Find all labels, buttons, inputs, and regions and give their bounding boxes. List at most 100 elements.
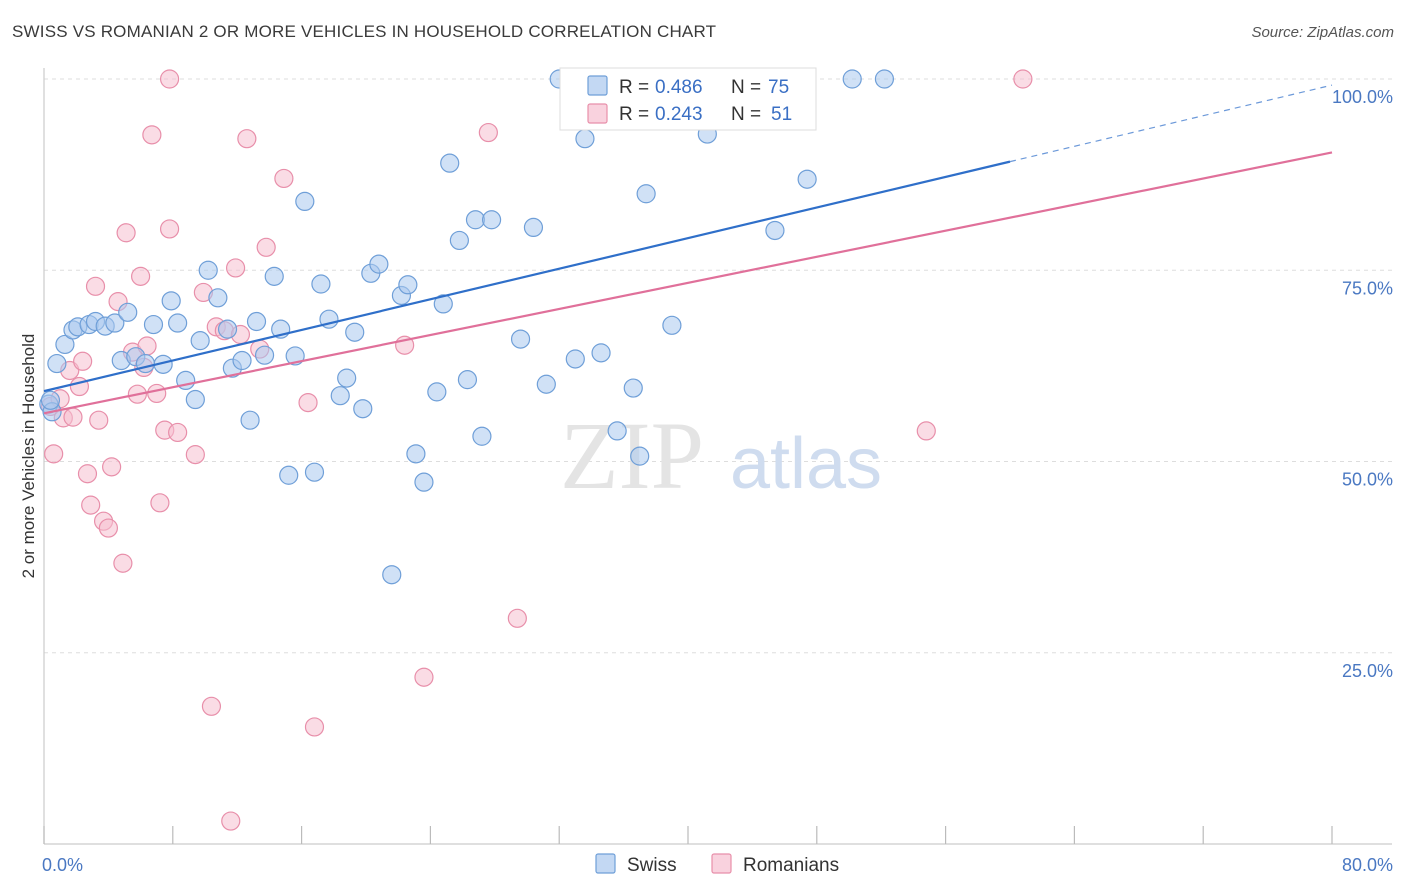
legend-swatch-romanians bbox=[587, 103, 608, 124]
y-axis-title: 2 or more Vehicles in Household bbox=[19, 334, 38, 579]
swiss-point bbox=[797, 169, 817, 189]
swiss-point bbox=[472, 426, 492, 446]
legend-n-value-romanians: 51 bbox=[771, 104, 792, 125]
legend: R = 0.486 N = 75 R = 0.243 N = 51 bbox=[559, 67, 817, 131]
swiss-point bbox=[168, 313, 188, 333]
romanians-point bbox=[478, 122, 498, 143]
swiss-point bbox=[143, 314, 164, 335]
x-tick-label: 0.0% bbox=[42, 855, 83, 875]
legend-n-value-swiss: 75 bbox=[768, 77, 789, 98]
swiss-point bbox=[536, 374, 556, 394]
chart-title: SWISS VS ROMANIAN 2 OR MORE VEHICLES IN … bbox=[12, 22, 717, 41]
legend-swatch-swiss bbox=[587, 75, 608, 96]
y-tick-label: 75.0% bbox=[1342, 278, 1393, 298]
swiss-point bbox=[161, 291, 181, 311]
swiss-point bbox=[198, 260, 218, 280]
bottom-legend-swatch-romanians bbox=[711, 853, 732, 874]
swiss-point bbox=[414, 472, 434, 492]
legend-r-value-romanians: 0.243 bbox=[655, 104, 703, 125]
swiss-point bbox=[185, 389, 205, 410]
romanians-point bbox=[113, 553, 133, 573]
swiss-point bbox=[246, 311, 267, 332]
bottom-legend: Swiss Romanians bbox=[595, 853, 839, 876]
axes bbox=[43, 68, 1392, 845]
trend-lines bbox=[43, 84, 1333, 415]
romanians-point bbox=[201, 696, 222, 716]
swiss-point bbox=[353, 399, 373, 419]
swiss-point bbox=[510, 329, 531, 349]
romanians-point bbox=[102, 457, 122, 477]
bottom-legend-swatch-swiss bbox=[595, 853, 616, 874]
romanians-point bbox=[304, 717, 325, 737]
legend-r-label-swiss: R = bbox=[619, 77, 649, 98]
romanians-point bbox=[73, 351, 93, 371]
swiss-point bbox=[55, 334, 75, 355]
romanians-point bbox=[131, 266, 151, 286]
swiss-point bbox=[279, 465, 299, 485]
swiss-point bbox=[427, 382, 447, 402]
swiss-point bbox=[369, 254, 389, 274]
swiss-point bbox=[304, 462, 325, 482]
legend-r-value-swiss: 0.486 bbox=[655, 77, 703, 98]
swiss-point bbox=[135, 353, 156, 374]
watermark: ZIP atlas bbox=[560, 402, 882, 509]
y-tick-label: 25.0% bbox=[1342, 661, 1393, 681]
swiss-point bbox=[440, 153, 460, 173]
romanians-point bbox=[1013, 69, 1033, 89]
romanians-point bbox=[159, 219, 180, 239]
romanians-point bbox=[81, 495, 101, 515]
swiss-point bbox=[630, 446, 650, 466]
swiss-point bbox=[607, 421, 627, 441]
swiss-point bbox=[47, 353, 67, 374]
swiss-point bbox=[345, 322, 365, 342]
romanians-point bbox=[116, 223, 136, 243]
romanians-point bbox=[159, 69, 180, 89]
romanians-point bbox=[89, 410, 109, 430]
swiss-point bbox=[433, 294, 453, 314]
swiss-point bbox=[591, 343, 611, 363]
romanians-point bbox=[507, 608, 527, 628]
swiss-point bbox=[457, 370, 478, 390]
romanians-point bbox=[256, 237, 276, 257]
swiss-trend-line bbox=[43, 160, 1011, 393]
swiss-point bbox=[330, 386, 350, 406]
romanians-point bbox=[221, 811, 241, 831]
romanians-point bbox=[237, 129, 257, 149]
romanians-point bbox=[142, 125, 162, 145]
swiss-point bbox=[765, 220, 785, 241]
romanians-point bbox=[77, 464, 98, 484]
romanians-point bbox=[414, 667, 434, 687]
swiss-point bbox=[406, 444, 426, 464]
bottom-legend-label-swiss: Swiss bbox=[627, 855, 677, 876]
swiss-point bbox=[382, 565, 402, 585]
swiss-point bbox=[842, 69, 862, 89]
swiss-point bbox=[662, 315, 682, 335]
legend-r-label-romanians: R = bbox=[619, 104, 649, 125]
swiss-point bbox=[623, 378, 643, 398]
swiss-point bbox=[232, 350, 252, 371]
legend-n-label-swiss: N = bbox=[731, 77, 761, 98]
romanians-point bbox=[85, 276, 106, 296]
swiss-point bbox=[481, 210, 502, 230]
swiss-point bbox=[240, 410, 260, 430]
swiss-point bbox=[295, 191, 315, 211]
romanians-point bbox=[274, 168, 294, 189]
swiss-point bbox=[398, 275, 418, 295]
swiss-point bbox=[523, 217, 544, 238]
watermark-atlas: atlas bbox=[730, 424, 882, 504]
source-label: Source: ZipAtlas.com bbox=[1251, 24, 1394, 41]
swiss-point bbox=[565, 349, 585, 369]
romanians-point bbox=[44, 444, 64, 464]
romanians-point bbox=[298, 392, 318, 413]
swiss-point bbox=[575, 129, 595, 149]
swiss-point bbox=[874, 69, 895, 89]
swiss-point bbox=[465, 210, 486, 230]
swiss-trend-extension bbox=[1009, 84, 1333, 163]
swiss-point bbox=[190, 331, 210, 351]
romanians-point bbox=[168, 422, 188, 443]
swiss-point bbox=[105, 313, 125, 333]
romanians-point bbox=[916, 421, 936, 441]
bottom-legend-label-romanians: Romanians bbox=[743, 855, 839, 876]
swiss-point bbox=[254, 345, 275, 365]
